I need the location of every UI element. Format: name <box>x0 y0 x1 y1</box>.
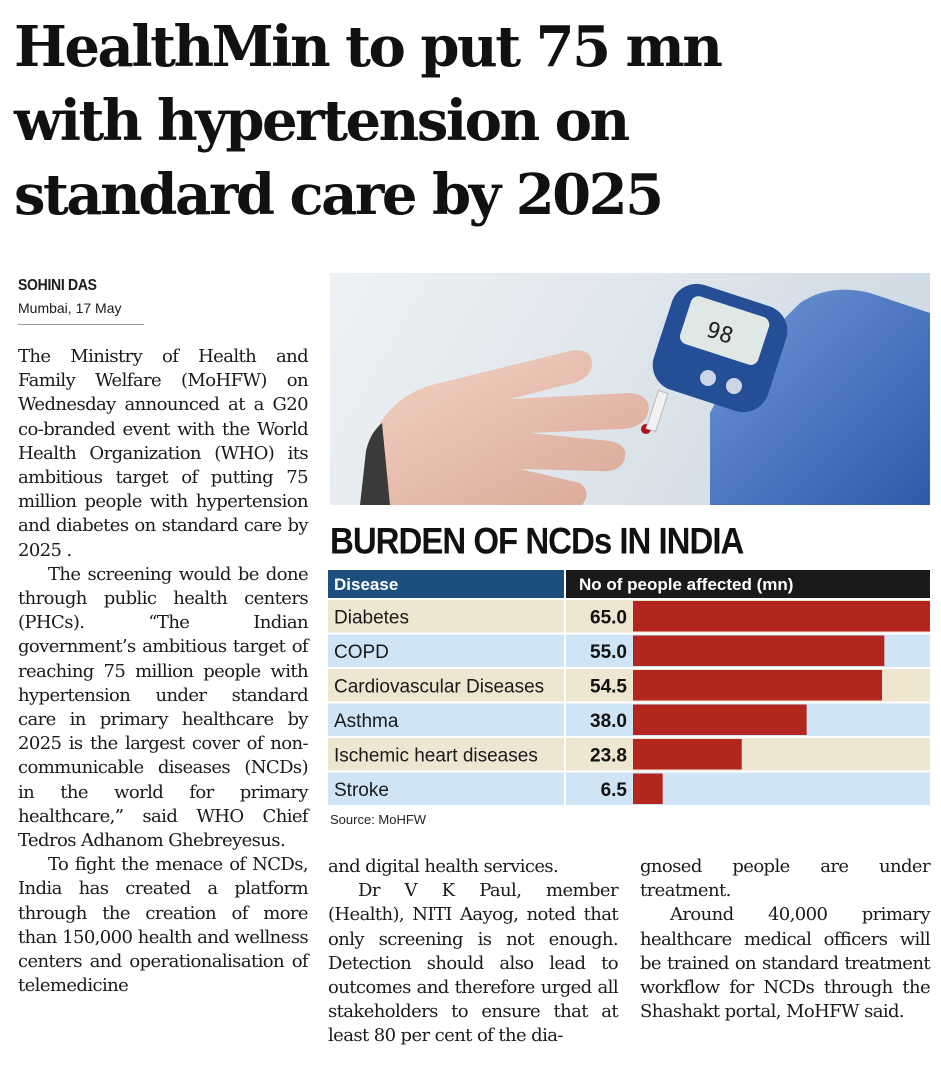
article-paragraph: and digital health services. <box>328 856 559 877</box>
chart-row-label-cell <box>328 772 564 805</box>
headline-line: standard care by 2025 <box>14 162 664 228</box>
article-paragraph: The Ministry of Health and Family Welfar… <box>18 346 309 561</box>
article-paragraph: gnosed people are under treatment. <box>640 856 931 902</box>
chart-value-label: 6.5 <box>601 780 628 801</box>
byline-author: SOHINI DAS <box>18 275 97 294</box>
chart-row-value-cell <box>566 738 930 771</box>
chart-row-value-cell <box>566 772 930 805</box>
article-column-2: and digital health services. Dr V K Paul… <box>328 855 619 1049</box>
chart-row-label-cell <box>328 634 564 667</box>
ncd-burden-chart: Disease No of people affected (mn) Diabete… <box>328 570 930 805</box>
glucometer-photo: 98 <box>330 273 930 505</box>
chart-bar <box>633 773 663 804</box>
chart-row-label-cell <box>328 600 564 633</box>
byline-dateline: Mumbai, 17 May <box>18 300 122 316</box>
article-column-1: The Ministry of Health and Family Welfar… <box>18 345 309 998</box>
chart-value-label: 55.0 <box>590 642 627 663</box>
headline: HealthMin to put 75 mn with hypertension… <box>14 10 929 232</box>
article-paragraph: To fight the menace of NCDs, India has c… <box>18 854 309 997</box>
chart-header-value-cell <box>566 570 930 598</box>
chart-row-label-cell <box>328 738 564 771</box>
article-paragraph: Dr V K Paul, member (Health), NITI Aayog… <box>328 880 619 1047</box>
chart-bar <box>633 635 885 666</box>
chart-header-disease-cell <box>328 570 564 598</box>
chart-category-label: Asthma <box>334 711 399 732</box>
chart-bar <box>633 704 807 735</box>
chart-title: BURDEN OF NCDs IN INDIA <box>330 520 744 562</box>
byline-divider <box>18 324 144 325</box>
chart-bar <box>633 670 883 701</box>
chart-bar <box>633 739 742 770</box>
chart-source: Source: MoHFW <box>330 812 427 827</box>
chart-category-label: Diabetes <box>334 607 409 628</box>
article-column-3: gnosed people are under treatment. Aroun… <box>640 855 931 1024</box>
article-paragraph: The screening would be done through publ… <box>18 563 309 852</box>
chart-category-label: COPD <box>334 642 389 663</box>
chart-value-label: 38.0 <box>590 711 627 732</box>
headline-line: HealthMin to put 75 mn <box>14 14 723 80</box>
chart-value-label: 54.5 <box>590 676 627 697</box>
chart-row-label-cell <box>328 669 564 702</box>
chart-bar <box>633 601 930 632</box>
chart-category-label: Cardiovascular Diseases <box>334 676 544 697</box>
chart-row-label-cell <box>328 703 564 736</box>
glucometer-illustration: 98 <box>360 283 930 505</box>
chart-value-label: 23.8 <box>590 745 627 766</box>
chart-header-value: No of people affected (mn) <box>579 575 793 594</box>
chart-category-label: Ischemic heart diseases <box>334 745 538 766</box>
headline-line: with hypertension on <box>14 88 630 154</box>
chart-header-disease: Disease <box>334 575 398 594</box>
article-paragraph: Around 40,000 primary healthcare medical… <box>640 904 931 1023</box>
chart-value-label: 65.0 <box>590 607 627 628</box>
chart-category-label: Stroke <box>334 780 389 801</box>
